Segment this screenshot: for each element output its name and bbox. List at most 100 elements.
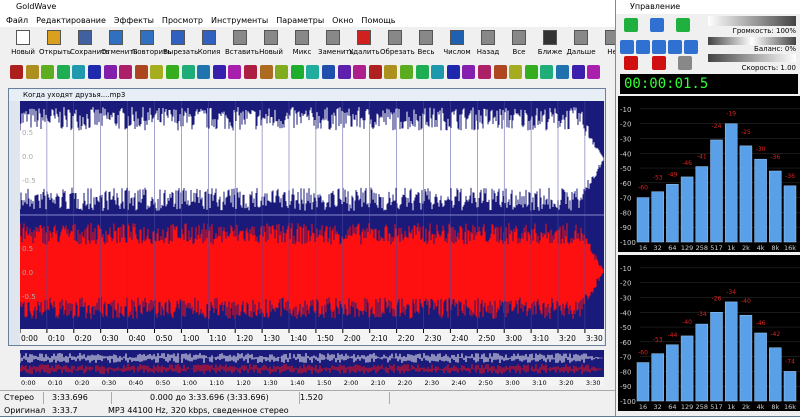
spectrum-bar bbox=[739, 145, 753, 243]
transport-button[interactable] bbox=[652, 56, 666, 70]
effect-button[interactable] bbox=[493, 65, 507, 79]
effect-button[interactable] bbox=[446, 65, 460, 79]
toolbar-button[interactable]: Обрезать bbox=[380, 29, 415, 61]
effect-button[interactable] bbox=[41, 65, 55, 79]
toolbar-button[interactable]: Вырезать bbox=[163, 29, 198, 61]
transport-button[interactable] bbox=[624, 18, 638, 32]
peak-label: -53 bbox=[653, 175, 663, 182]
toolbar-button[interactable]: Новый bbox=[8, 29, 38, 61]
effect-button[interactable] bbox=[88, 65, 101, 79]
band-label: 517 bbox=[710, 244, 722, 252]
effect-button[interactable] bbox=[415, 65, 429, 79]
effect-button[interactable] bbox=[197, 65, 211, 79]
toolbar-button[interactable]: Заменить bbox=[318, 29, 354, 61]
effect-button[interactable] bbox=[587, 65, 601, 79]
peak-label: -40 bbox=[741, 298, 751, 305]
effect-button[interactable] bbox=[212, 65, 226, 79]
overview-time-label: 0:10 bbox=[48, 379, 63, 386]
transport-button[interactable] bbox=[678, 56, 692, 70]
amplitude-label: -0.5 bbox=[22, 177, 36, 185]
effect-button[interactable] bbox=[540, 65, 554, 79]
toolbar-button[interactable]: Ближе bbox=[535, 29, 565, 61]
transport-button[interactable] bbox=[620, 40, 634, 54]
peak-label: -25 bbox=[741, 129, 751, 136]
effect-button[interactable] bbox=[119, 65, 133, 79]
effect-button[interactable] bbox=[306, 65, 320, 79]
toolbar-button[interactable]: Все bbox=[504, 29, 534, 61]
toolbar-button[interactable]: Вставить bbox=[225, 29, 259, 61]
effect-button[interactable] bbox=[10, 65, 23, 79]
effect-button[interactable] bbox=[181, 65, 195, 79]
toolbar-button[interactable]: Микс bbox=[287, 29, 317, 61]
effect-button[interactable] bbox=[56, 65, 70, 79]
menu-item[interactable]: Инструменты bbox=[210, 16, 269, 25]
toolbar-icon bbox=[264, 30, 278, 45]
transport-button[interactable] bbox=[676, 18, 690, 32]
effect-button[interactable] bbox=[571, 65, 585, 79]
toolbar-icon bbox=[16, 30, 30, 45]
y-tick-label: -30 bbox=[620, 294, 631, 302]
effect-button[interactable] bbox=[478, 65, 491, 79]
peak-label: -44 bbox=[667, 332, 677, 339]
menu-item[interactable]: Помощь bbox=[361, 16, 396, 25]
transport-button[interactable] bbox=[624, 56, 638, 70]
band-label: 8k bbox=[771, 244, 779, 252]
toolbar-button[interactable]: Отменить bbox=[101, 29, 138, 61]
overview-window: 0:00 0:10 0:20 0:30 0:40 0:50 1:00 1:10 1:20 1:30… bbox=[19, 350, 604, 387]
time-label: 2:30 bbox=[425, 334, 442, 343]
effect-button[interactable] bbox=[384, 65, 398, 79]
effect-button[interactable] bbox=[103, 65, 117, 79]
menu-item[interactable]: Параметры bbox=[276, 16, 325, 25]
effect-button[interactable] bbox=[275, 65, 289, 79]
effect-button[interactable] bbox=[337, 65, 351, 79]
effect-button[interactable] bbox=[509, 65, 523, 79]
transport-button[interactable] bbox=[636, 40, 650, 54]
waveform-area: 0.5 0.0 -0.5 0.5 0.0 -0.5 0:00 0:10 0:20 0:30 0:40… bbox=[19, 101, 604, 345]
effect-button[interactable] bbox=[462, 65, 476, 79]
effect-button[interactable] bbox=[25, 65, 39, 79]
peak-label: -46 bbox=[756, 320, 766, 327]
effect-button[interactable] bbox=[259, 65, 273, 79]
toolbar-button[interactable]: Дальше bbox=[566, 29, 596, 61]
menu-item[interactable]: Редактирование bbox=[36, 16, 106, 25]
effect-button[interactable] bbox=[400, 65, 413, 79]
toolbar-button[interactable]: Числом bbox=[442, 29, 472, 61]
balance-slider[interactable] bbox=[708, 37, 796, 45]
effect-button[interactable] bbox=[368, 65, 382, 79]
speed-slider[interactable] bbox=[708, 54, 796, 62]
menu-item[interactable]: Просмотр bbox=[161, 16, 203, 25]
transport-button[interactable] bbox=[650, 18, 664, 32]
effect-button[interactable] bbox=[134, 65, 148, 79]
y-tick-label: -30 bbox=[620, 135, 631, 143]
effect-button[interactable] bbox=[244, 65, 257, 79]
effect-button[interactable] bbox=[228, 65, 242, 79]
toolbar-button[interactable]: Повторить bbox=[132, 29, 171, 61]
toolbar-button[interactable]: Назад bbox=[473, 29, 503, 61]
effect-button[interactable] bbox=[556, 65, 569, 79]
toolbar-button[interactable]: Сохранить bbox=[70, 29, 109, 61]
volume-slider[interactable] bbox=[708, 16, 796, 26]
effect-button[interactable] bbox=[290, 65, 304, 79]
effect-button[interactable] bbox=[150, 65, 164, 79]
effect-button[interactable] bbox=[353, 65, 367, 79]
toolbar-button[interactable]: Весь bbox=[411, 29, 441, 61]
transport-button[interactable] bbox=[668, 40, 682, 54]
effect-button[interactable] bbox=[322, 65, 335, 79]
toolbar-button[interactable]: Открыть bbox=[39, 29, 71, 61]
menu-item[interactable]: Эффекты bbox=[113, 16, 154, 25]
transport-button[interactable] bbox=[652, 40, 666, 54]
toolbar-button[interactable]: Новый bbox=[256, 29, 286, 61]
effect-button[interactable] bbox=[72, 65, 86, 79]
toolbar-button[interactable]: Удалить bbox=[349, 29, 380, 61]
menu-item[interactable]: Окно bbox=[332, 16, 354, 25]
time-label: 3:30 bbox=[586, 334, 603, 343]
effect-button[interactable] bbox=[524, 65, 538, 79]
time-label: 0:30 bbox=[102, 334, 119, 343]
menu-item[interactable]: Файл bbox=[6, 16, 29, 25]
transport-button[interactable] bbox=[684, 40, 698, 54]
effect-button[interactable] bbox=[166, 65, 179, 79]
toolbar-button[interactable]: Копия bbox=[194, 29, 224, 61]
spectrum-bar bbox=[754, 158, 767, 243]
effect-button[interactable] bbox=[431, 65, 445, 79]
overview-time-label: 1:50 bbox=[317, 379, 332, 386]
